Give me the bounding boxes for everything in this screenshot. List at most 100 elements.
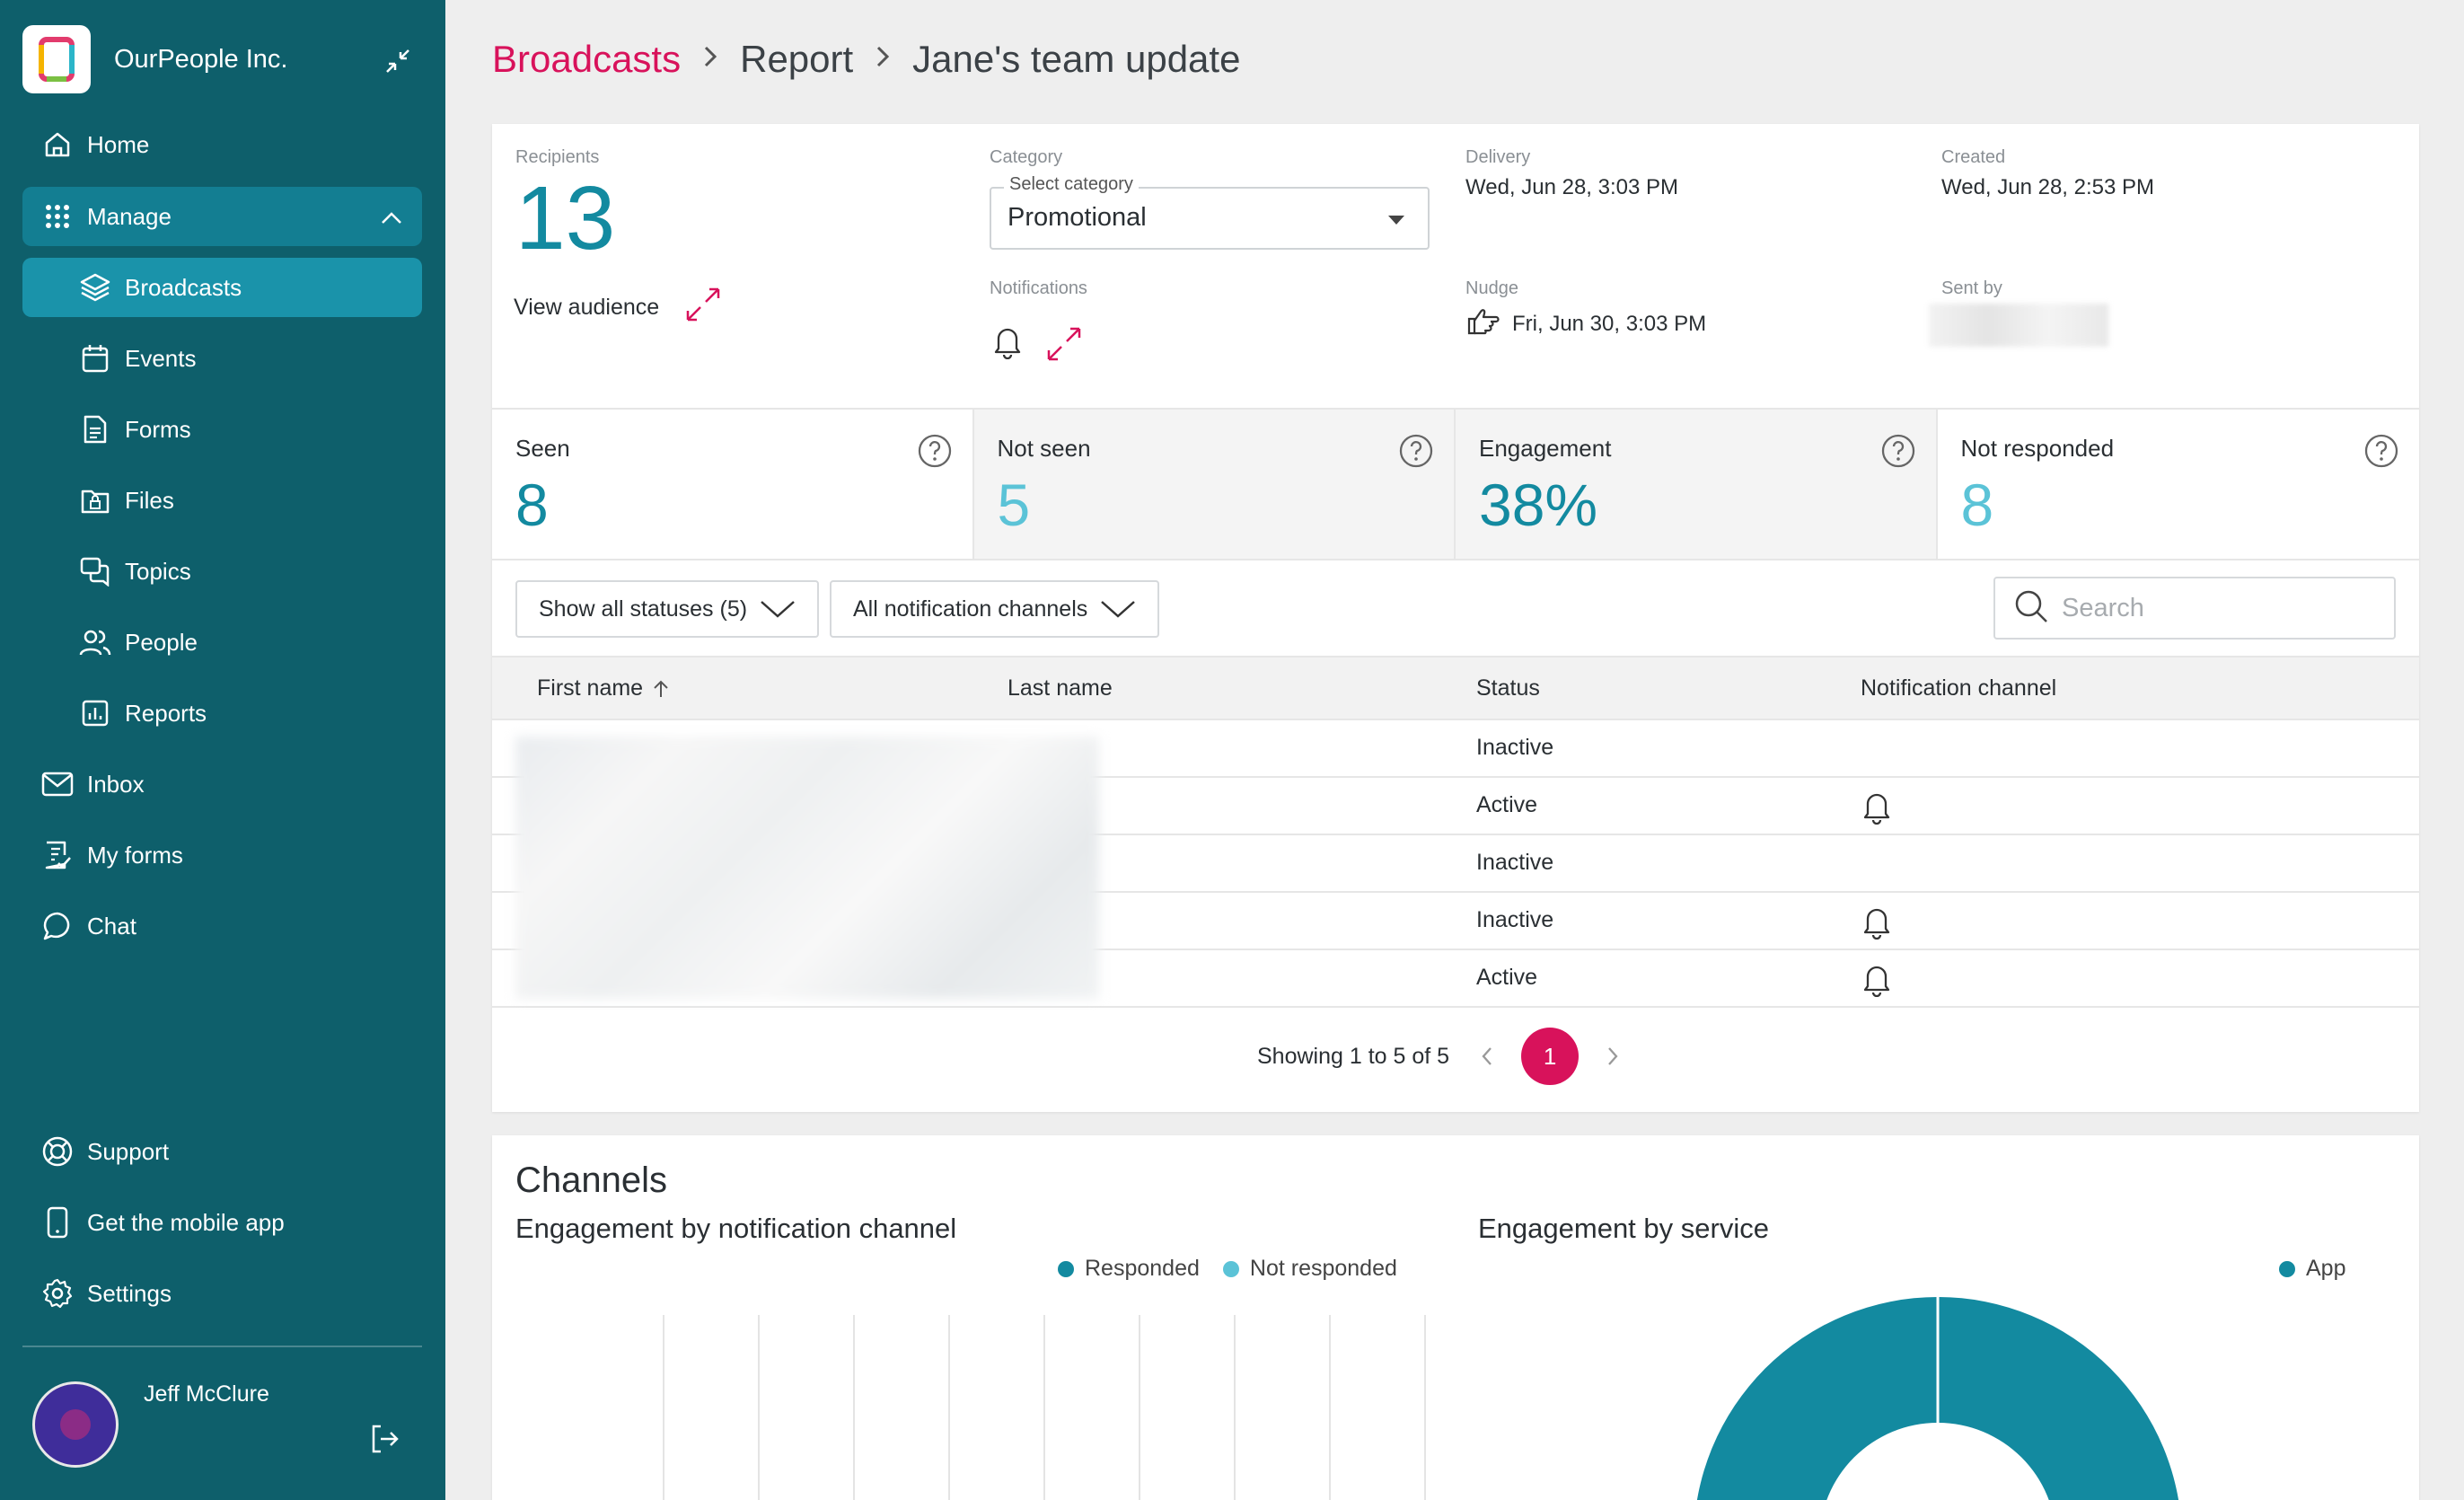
logout-icon[interactable]	[368, 1423, 400, 1460]
document-icon	[78, 412, 112, 446]
created-block: Created Wed, Jun 28, 2:53 PM	[1941, 147, 2154, 200]
expand-icon[interactable]	[684, 286, 722, 330]
sidebar-item-reports[interactable]: Reports	[22, 684, 422, 743]
category-select[interactable]: Select category Promotional	[990, 174, 1430, 250]
chart-gridline	[853, 1315, 855, 1500]
chat-bubbles-icon	[78, 554, 112, 588]
help-icon[interactable]	[2363, 433, 2399, 473]
legend-dot-not-responded	[1222, 1260, 1239, 1277]
nudge-label: Nudge	[1465, 278, 1518, 298]
pointing-hand-icon	[1465, 306, 1500, 341]
column-label: First name	[537, 675, 644, 701]
search-field[interactable]	[1993, 577, 2396, 640]
recipients-label: Recipients	[515, 147, 600, 167]
sidebar-item-label: Support	[87, 1137, 170, 1165]
bell-icon	[1861, 904, 1893, 944]
stat-not-responded[interactable]: Not responded 8	[1938, 410, 2420, 559]
category-block: Category	[990, 147, 1062, 168]
sidebar-item-my-forms[interactable]: My forms	[22, 825, 422, 885]
breadcrumb-report[interactable]: Report	[740, 38, 854, 80]
status-cell: Inactive	[1476, 850, 1554, 875]
previous-page-button[interactable]	[1469, 1038, 1505, 1074]
sidebar-item-label: Broadcasts	[125, 273, 242, 301]
legend-dot-app	[2279, 1260, 2295, 1277]
stat-not-seen[interactable]: Not seen 5	[973, 410, 1456, 559]
stat-label: Not responded	[1960, 435, 2115, 462]
pagination: Showing 1 to 5 of 5 1	[1257, 1028, 1631, 1085]
search-input[interactable]	[2062, 593, 2385, 623]
breadcrumb: Broadcasts Report Jane's team update	[492, 32, 1240, 86]
chart-gridline	[1329, 1315, 1331, 1500]
sidebar-item-chat[interactable]: Chat	[22, 896, 422, 956]
sent-by-redacted	[1929, 304, 2108, 347]
table-header: First name Last name Status Notification…	[492, 656, 2419, 720]
notification-channel-legend: Responded Not responded	[1034, 1256, 1397, 1282]
sidebar-item-people[interactable]: People	[22, 613, 422, 672]
sidebar-item-files[interactable]: Files	[22, 471, 422, 530]
column-first-name[interactable]: First name	[537, 675, 670, 701]
select-category-legend: Select category	[1004, 174, 1139, 195]
sidebar-item-settings[interactable]: Settings	[22, 1264, 422, 1323]
page-number-button[interactable]: 1	[1521, 1028, 1580, 1085]
collapse-sidebar-button[interactable]	[378, 41, 418, 81]
stat-engagement[interactable]: Engagement 38%	[1456, 410, 1938, 559]
sidebar-item-events[interactable]: Events	[22, 329, 422, 388]
column-status[interactable]: Status	[1476, 675, 1540, 701]
sidebar-item-label: Manage	[87, 202, 172, 230]
page-title: Jane's team update	[912, 38, 1241, 80]
legend-app[interactable]: App	[2279, 1256, 2345, 1282]
table-row[interactable]: Inactive	[492, 835, 2419, 893]
channels-card: Channels Engagement by notification chan…	[492, 1135, 2419, 1500]
org-logo[interactable]	[22, 25, 91, 93]
nudge-block: Nudge Fri, Jun 30, 3:03 PM	[1465, 278, 1706, 341]
table-row[interactable]: Active	[492, 950, 2419, 1008]
next-page-button[interactable]	[1595, 1038, 1631, 1074]
service-legend: App	[2279, 1256, 2345, 1282]
view-audience-link[interactable]: View audience	[514, 286, 722, 330]
calendar-icon	[78, 341, 112, 375]
sidebar-item-manage[interactable]: Manage	[22, 187, 422, 246]
sidebar-item-home[interactable]: Home	[22, 115, 422, 174]
sidebar-divider	[22, 1346, 422, 1347]
help-icon[interactable]	[1398, 433, 1434, 473]
column-last-name[interactable]: Last name	[1008, 675, 1113, 701]
chevron-down-icon	[1101, 601, 1136, 618]
view-audience-label: View audience	[514, 295, 660, 320]
legend-responded[interactable]: Responded	[1058, 1256, 1200, 1282]
sidebar-item-topics[interactable]: Topics	[22, 542, 422, 601]
stat-seen[interactable]: Seen 8	[492, 410, 974, 559]
gear-icon	[40, 1276, 75, 1310]
sidebar-item-label: People	[125, 628, 198, 656]
sidebar-item-support[interactable]: Support	[22, 1122, 422, 1181]
stat-value: 8	[1960, 472, 1994, 538]
avatar[interactable]	[32, 1381, 119, 1468]
legend-not-responded[interactable]: Not responded	[1222, 1256, 1397, 1282]
sidebar: OurPeople Inc. Home Manage	[0, 0, 445, 1500]
chart-gridline	[758, 1315, 760, 1500]
channel-filter-dropdown[interactable]: All notification channels	[830, 580, 1160, 638]
nudge-row: Fri, Jun 30, 3:03 PM	[1465, 306, 1706, 341]
status-filter-dropdown[interactable]: Show all statuses (5)	[515, 580, 820, 638]
mail-icon	[40, 767, 75, 801]
table-row[interactable]: Inactive	[492, 893, 2419, 950]
table-row[interactable]: Inactive	[492, 720, 2419, 778]
sidebar-item-label: Inbox	[87, 770, 145, 798]
avatar-dot	[60, 1409, 91, 1440]
breadcrumb-broadcasts-link[interactable]: Broadcasts	[492, 38, 682, 80]
help-icon[interactable]	[1880, 433, 1916, 473]
sidebar-item-inbox[interactable]: Inbox	[22, 754, 422, 814]
notification-channel-chart-title: Engagement by notification channel	[515, 1213, 957, 1244]
sidebar-item-broadcasts[interactable]: Broadcasts	[22, 258, 422, 317]
sidebar-item-get-mobile-app[interactable]: Get the mobile app	[22, 1193, 422, 1252]
column-notification-channel[interactable]: Notification channel	[1861, 675, 2057, 701]
expand-icon[interactable]	[1045, 325, 1083, 367]
sidebar-item-forms[interactable]: Forms	[22, 400, 422, 459]
grid-icon	[40, 199, 75, 234]
report-card: Recipients 13 View audience Category Sel…	[492, 124, 2419, 1112]
help-icon[interactable]	[917, 433, 953, 473]
table-row[interactable]: Active	[492, 778, 2419, 835]
stat-label: Seen	[515, 435, 570, 462]
nudge-value: Fri, Jun 30, 3:03 PM	[1512, 311, 1707, 336]
chart-gridline	[1043, 1315, 1045, 1500]
delivery-value: Wed, Jun 28, 3:03 PM	[1465, 175, 1679, 199]
